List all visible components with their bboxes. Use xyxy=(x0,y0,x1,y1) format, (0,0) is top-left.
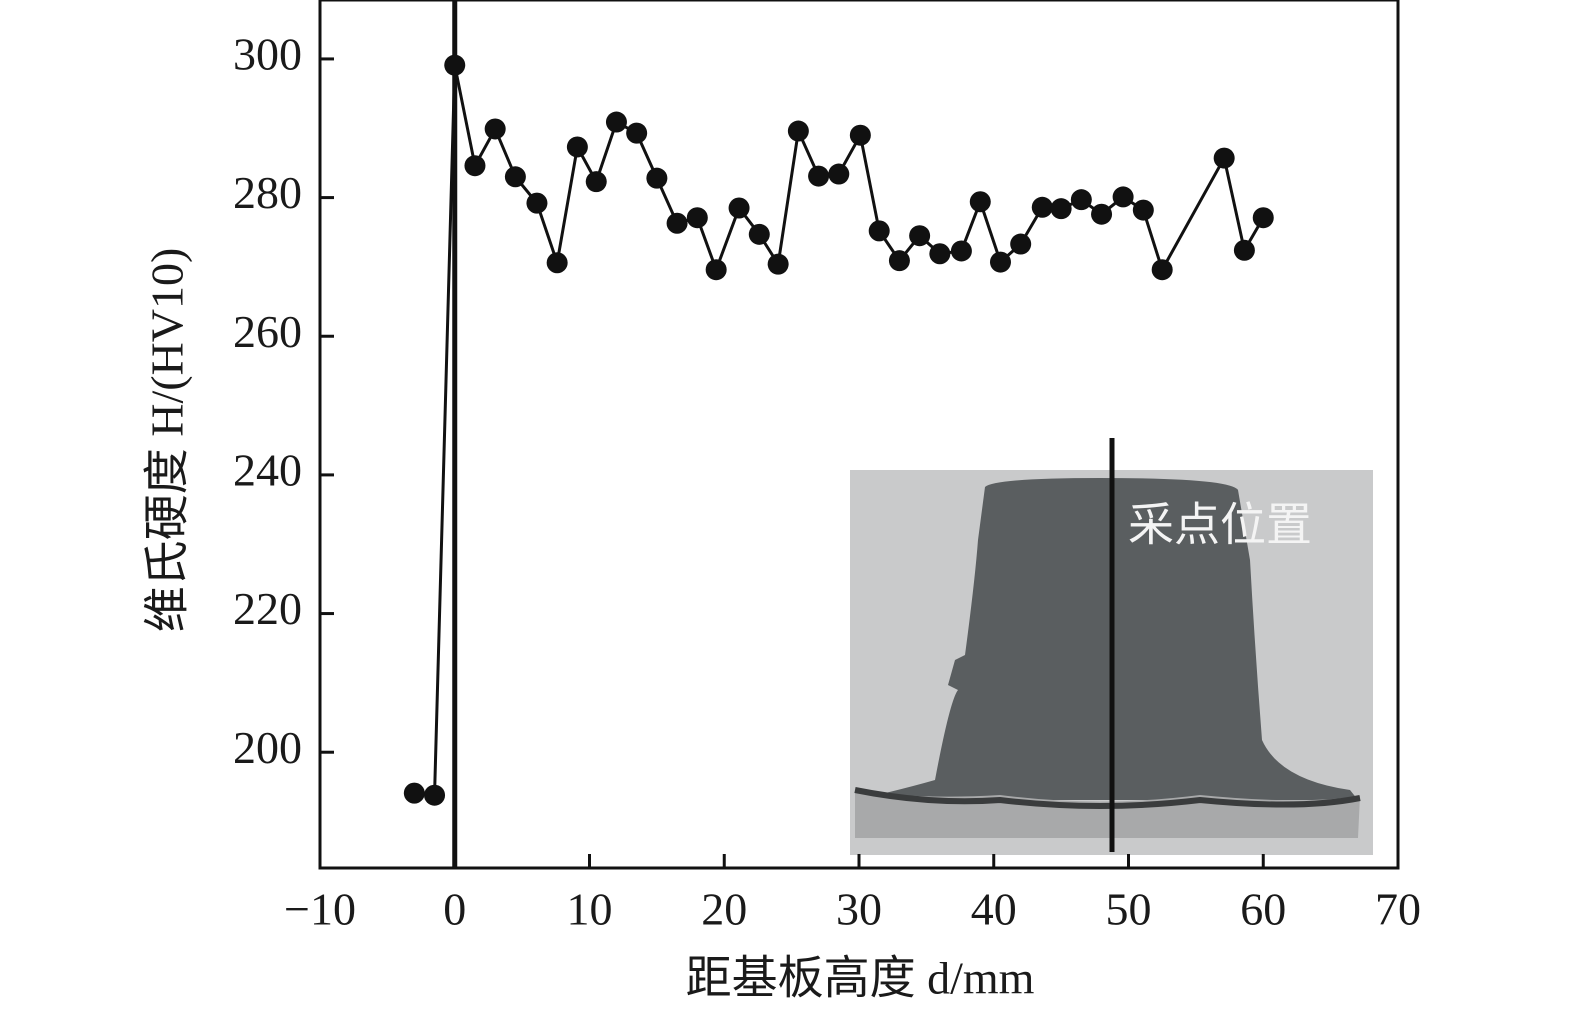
data-point xyxy=(464,155,486,177)
data-point xyxy=(787,120,809,142)
data-point xyxy=(1151,259,1173,281)
data-point xyxy=(484,118,506,140)
data-point xyxy=(546,252,568,274)
data-point xyxy=(1070,189,1092,211)
data-point xyxy=(868,220,890,242)
y-tick-label: 240 xyxy=(233,444,302,495)
y-tick-label: 300 xyxy=(233,28,302,79)
x-axis-label: 距基板高度 d/mm xyxy=(686,953,1035,1004)
data-point xyxy=(849,124,871,146)
data-point xyxy=(1213,147,1235,169)
data-point xyxy=(705,259,727,281)
y-tick-label: 200 xyxy=(233,722,302,773)
data-point xyxy=(504,166,526,188)
data-point xyxy=(626,122,648,144)
x-tick-label: 30 xyxy=(836,884,882,935)
y-tick-label: 220 xyxy=(233,583,302,634)
data-point xyxy=(1091,203,1113,225)
data-point xyxy=(403,782,425,804)
data-point xyxy=(748,223,770,245)
data-point xyxy=(1233,239,1255,261)
inset-photo: 采点位置 xyxy=(850,438,1373,855)
data-point xyxy=(969,191,991,213)
x-tick-label: 60 xyxy=(1240,884,1286,935)
annotation: 采点位置 xyxy=(1128,500,1312,551)
y-tick-label: 260 xyxy=(233,306,302,357)
data-point xyxy=(929,243,951,265)
data-point xyxy=(1010,233,1032,255)
data-point xyxy=(1031,196,1053,218)
data-point xyxy=(989,251,1011,273)
data-point xyxy=(767,253,789,275)
data-point xyxy=(646,167,668,189)
data-point xyxy=(585,171,607,193)
data-point xyxy=(424,784,446,806)
x-tick-label: 20 xyxy=(701,884,747,935)
data-point xyxy=(728,197,750,219)
data-point xyxy=(1132,199,1154,221)
y-tick-label: 280 xyxy=(233,167,302,218)
data-point xyxy=(666,212,688,234)
data-point xyxy=(526,192,548,214)
x-tick-label: 70 xyxy=(1375,884,1421,935)
x-tick-label: 0 xyxy=(443,884,466,935)
fusion-line xyxy=(854,787,1361,809)
x-tick-label: 10 xyxy=(567,884,613,935)
x-tick-label: 50 xyxy=(1106,884,1152,935)
y-axis-label: 维氏硬度 H/(HV10) xyxy=(142,248,193,633)
data-point xyxy=(1112,186,1134,208)
x-tick-label: −10 xyxy=(284,884,356,935)
data-point xyxy=(605,111,627,133)
data-point xyxy=(888,250,910,272)
x-tick-label: 40 xyxy=(971,884,1017,935)
data-point xyxy=(1252,207,1274,229)
data-point xyxy=(808,165,830,187)
data-point xyxy=(950,240,972,262)
data-point xyxy=(828,163,850,185)
data-point xyxy=(909,225,931,247)
specimen xyxy=(855,478,1358,800)
data-point xyxy=(686,207,708,229)
data-point xyxy=(444,54,466,76)
data-point xyxy=(566,136,588,158)
data-point xyxy=(1050,198,1072,220)
